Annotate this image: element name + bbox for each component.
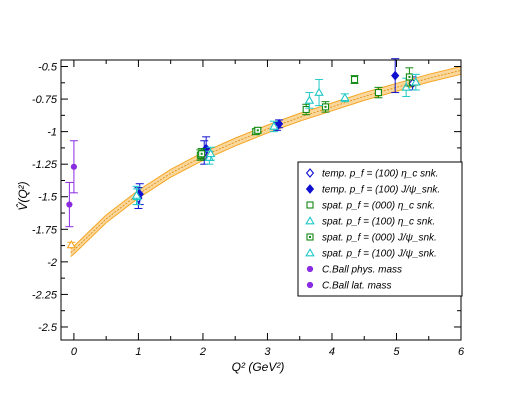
series-4-point-2: [321, 101, 330, 113]
fit-band-upper: [70, 66, 462, 250]
series-4-point-3: [405, 67, 414, 87]
series-2-point-2-marker: [302, 105, 310, 114]
series-3-point-3: [304, 92, 315, 109]
series-2-point-4: [374, 86, 383, 99]
series-5-point-3-marker: [411, 77, 421, 86]
series-1-point-3-marker: [391, 70, 400, 81]
series-3-point-4: [340, 92, 350, 103]
legend-label-2: spat. p_f = (000) η_c snk.: [322, 201, 435, 212]
y-axis-label: V̂(Q²): [15, 181, 30, 210]
legend: temp. p_f = (100) η_c snk. temp. p_f = (1…: [297, 161, 463, 297]
y-tick-label-7: -0.75: [32, 94, 58, 106]
x-tick-label-6: 6: [458, 346, 465, 358]
series-6-point-0: [69, 140, 78, 194]
legend-marker-5: [305, 248, 315, 257]
legend-label-5: spat. p_f = (100) J/ψ_snk.: [322, 249, 437, 260]
data-marks-layer: [65, 58, 421, 249]
series-3-point-5: [401, 77, 411, 97]
legend-label-1: temp. p_f = (100) J/ψ_snk.: [322, 185, 440, 196]
series-4-point-1-marker-dot: [256, 129, 259, 132]
x-tick-label-2: 2: [199, 346, 206, 358]
series-5-point-1: [205, 146, 216, 161]
series-2-point-2: [302, 103, 311, 116]
series-7-point-0: [65, 181, 74, 228]
legend-marker-1: [305, 184, 315, 194]
fit-band-layer: [70, 66, 462, 258]
fit-band-lower: [70, 73, 462, 258]
x-tick-label-5: 5: [393, 346, 400, 358]
x-tick-label-0: 0: [71, 346, 78, 358]
legend-marker-2: [306, 201, 314, 209]
series-2-point-3: [350, 75, 359, 84]
series-3-point-4-marker: [340, 92, 350, 102]
legend-marker-7: [306, 281, 314, 289]
legend-marker-6: [306, 265, 314, 273]
legend-label-7: C.Ball lat. mass: [322, 281, 391, 292]
y-tick-label-6: -1: [47, 127, 57, 139]
axes-layer: 0 1 2 3 4 5 6 -2.5 -2.25 -2 -1.75 -1.5 -1.25 -1 -0.75 -…: [32, 59, 465, 358]
series-5-point-2-marker: [314, 87, 324, 96]
y-tick-label-3: -1.75: [32, 224, 58, 236]
legend-label-6: C.Ball phys. mass: [322, 265, 402, 276]
series-5-point-3: [411, 73, 421, 91]
series-4-point-3-marker-dot: [408, 75, 411, 78]
series-3-point-2-marker: [269, 121, 279, 130]
x-tick-label-4: 4: [329, 346, 335, 358]
series-5-point-2: [314, 79, 324, 107]
fit-intercept-point-0: [66, 240, 77, 249]
legend-label-0: temp. p_f = (100) η_c snk.: [322, 169, 438, 180]
x-tick-label-3: 3: [264, 346, 271, 358]
y-tick-label-2: -2: [47, 257, 57, 269]
legend-box: [297, 161, 463, 297]
legend-label-3: spat. p_f = (100) η_c snk.: [322, 217, 435, 228]
y-tick-label-1: -2.25: [32, 289, 58, 301]
series-1-point-3: [391, 58, 400, 94]
series-6-point-0-marker: [70, 163, 78, 170]
series-3-point-2: [269, 120, 279, 133]
x-tick-label-1: 1: [135, 346, 141, 358]
legend-marker-3: [305, 216, 315, 225]
x-axis-label: Q² (GeV²): [232, 360, 285, 374]
fit-line: [70, 70, 462, 254]
series-7-point-0-marker: [66, 201, 73, 208]
series-1-point-2-marker: [274, 118, 284, 129]
legend-marker-4-dot: [309, 236, 311, 238]
series-4-point-0-marker-dot: [200, 152, 203, 155]
y-tick-label-8: -0.5: [38, 62, 58, 74]
y-tick-label-0: -2.5: [38, 322, 58, 334]
series-5-point-1-marker: [205, 148, 216, 158]
series-3-point-3-marker: [304, 95, 315, 104]
series-4-point-1: [253, 126, 262, 134]
series-2-point-3-marker: [350, 75, 359, 84]
series-5-point-0: [131, 185, 142, 206]
series-3-point-5-marker: [401, 82, 411, 91]
legend-marker-0: [305, 168, 315, 178]
series-4-point-0: [197, 148, 206, 160]
y-tick-label-4: -1.5: [38, 192, 58, 204]
legend-label-4: spat. p_f = (000) J/ψ_snk.: [322, 233, 437, 244]
series-5-point-0-marker: [131, 190, 142, 199]
y-tick-label-5: -1.25: [32, 159, 58, 171]
series-4-point-2-marker-dot: [324, 105, 327, 108]
fit-intercept-point-0-marker: [66, 240, 77, 249]
series-2-point-4-marker: [374, 89, 382, 97]
